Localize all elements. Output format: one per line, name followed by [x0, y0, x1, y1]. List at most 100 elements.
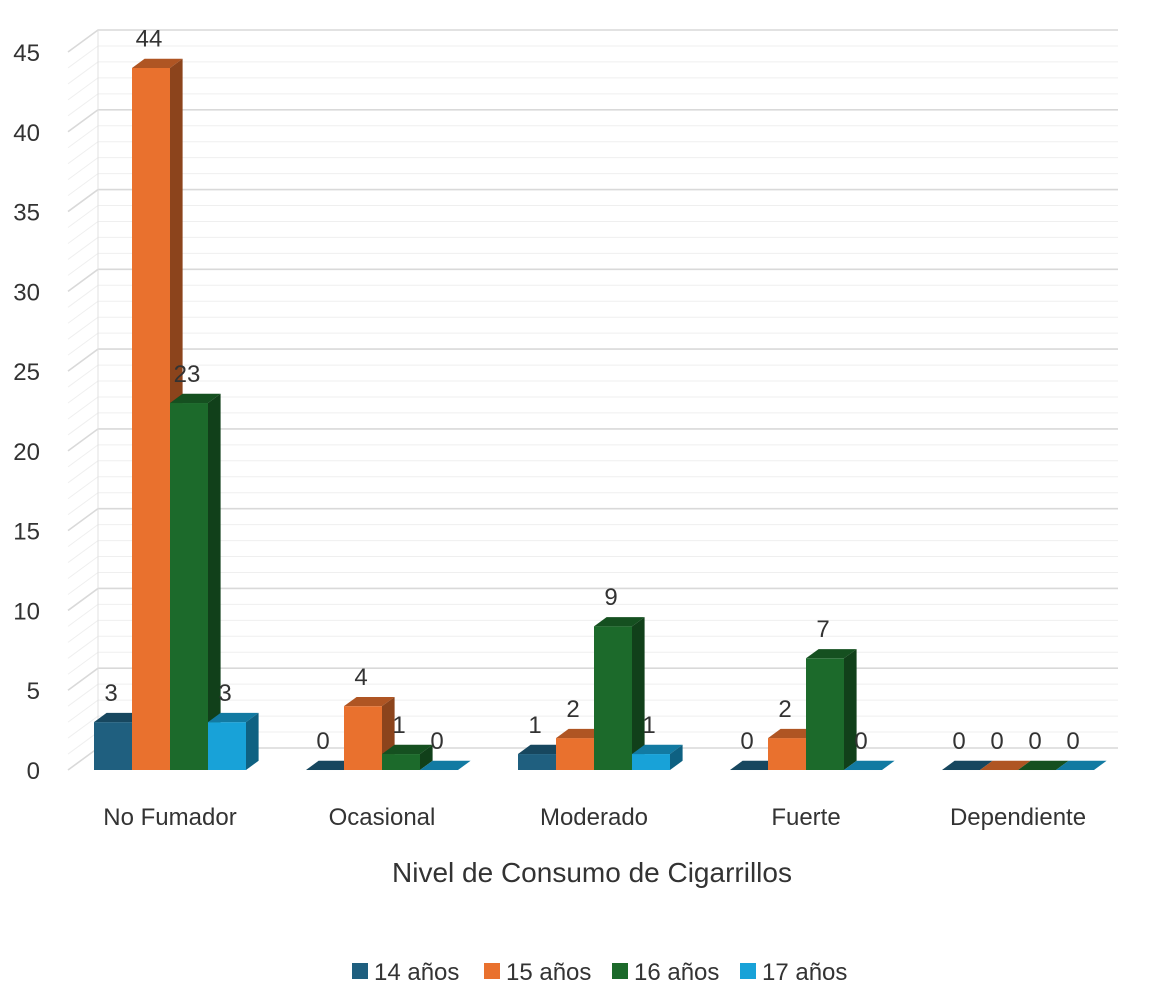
gridline	[67, 348, 1118, 372]
bar	[1056, 760, 1107, 771]
gridline	[67, 587, 1118, 612]
y-tick-label: 0	[27, 758, 40, 785]
data-label: 23	[174, 361, 201, 388]
y-tick-label: 5	[27, 678, 40, 705]
bar	[382, 744, 433, 770]
bar-front	[768, 738, 806, 770]
bar-top	[942, 760, 993, 770]
minor-gridline	[67, 571, 1118, 595]
minor-gridline	[67, 540, 1118, 563]
y-tick-label: 15	[13, 519, 40, 546]
gridline	[67, 108, 1118, 133]
minor-gridline	[67, 236, 1118, 260]
gridline	[67, 507, 1118, 532]
data-label: 0	[316, 728, 329, 755]
bar-top	[420, 760, 471, 770]
minor-gridline	[67, 252, 1118, 276]
bar-front	[132, 67, 170, 770]
bar-top	[170, 393, 221, 404]
data-label: 2	[566, 696, 579, 723]
bar-side	[844, 649, 857, 770]
bar-top	[806, 649, 857, 659]
bar-front	[382, 754, 420, 770]
data-label: 7	[816, 616, 829, 643]
minor-gridline	[67, 220, 1118, 244]
y-tick-label: 40	[13, 120, 40, 147]
minor-gridline	[67, 61, 1118, 85]
minor-gridline	[67, 157, 1118, 181]
minor-gridline	[67, 284, 1118, 308]
minor-gridline	[67, 141, 1118, 165]
x-axis-title: Nivel de Consumo de Cigarrillos	[392, 857, 792, 888]
minor-gridline	[67, 316, 1118, 340]
x-axis-categories: No Fumador Ocasional Moderado Fuerte Dependi…	[103, 804, 1086, 831]
gridline	[67, 268, 1118, 292]
minor-gridline	[67, 635, 1118, 659]
y-tick-label: 35	[13, 200, 40, 227]
bar-top	[556, 728, 607, 739]
y-tick-label: 10	[13, 598, 40, 625]
minor-gridline	[67, 476, 1118, 500]
bar-front	[556, 738, 594, 770]
bar-front	[594, 626, 632, 770]
minor-gridline	[67, 492, 1118, 516]
gridlines	[67, 29, 1118, 771]
bar-top	[730, 760, 781, 770]
data-label: 9	[604, 584, 617, 611]
bar	[306, 760, 357, 771]
minor-gridline	[67, 300, 1118, 324]
minor-gridline	[67, 205, 1118, 228]
minor-gridline	[67, 603, 1118, 627]
minor-gridline	[67, 444, 1118, 468]
legend-swatch	[740, 963, 756, 979]
bar	[632, 744, 683, 770]
minor-gridline	[67, 45, 1118, 69]
bar-top	[382, 744, 433, 755]
bar-front	[344, 706, 382, 770]
data-label: 4	[354, 664, 367, 691]
minor-gridline	[67, 364, 1118, 388]
minor-gridline	[67, 125, 1118, 149]
minor-gridline	[67, 460, 1118, 484]
bar	[208, 712, 259, 770]
bars	[94, 58, 1107, 771]
category-label: Fuerte	[771, 804, 840, 831]
bar-top	[132, 58, 183, 68]
y-tick-label: 25	[13, 359, 40, 386]
gridline	[67, 428, 1118, 452]
bar	[344, 696, 395, 770]
data-label: 1	[642, 712, 655, 739]
minor-gridline	[67, 556, 1118, 579]
bar	[844, 760, 895, 771]
bar	[1018, 760, 1069, 771]
bar-top	[344, 696, 395, 707]
legend-label: 14 años	[374, 959, 459, 986]
legend-swatch	[612, 963, 628, 979]
legend-item: 14 años	[352, 959, 459, 986]
category-label: Moderado	[540, 804, 648, 831]
legend-swatch	[352, 963, 368, 979]
bar	[980, 760, 1031, 771]
bar	[170, 393, 221, 770]
bar-top	[980, 760, 1031, 770]
data-label: 3	[104, 680, 117, 707]
minor-gridline	[67, 380, 1118, 404]
y-axis-ticks: 0 5 10 15 20 25 30 35 40 45	[13, 40, 40, 785]
bar-side	[670, 744, 683, 770]
bar-top	[518, 744, 569, 755]
minor-gridline	[67, 396, 1118, 420]
minor-gridline	[67, 524, 1118, 548]
bar	[806, 649, 857, 770]
y-tick-label: 45	[13, 40, 40, 67]
minor-gridline	[67, 332, 1118, 356]
bar-top	[768, 728, 819, 739]
category-label: Dependiente	[950, 804, 1086, 831]
bar-top	[594, 617, 645, 627]
bar-front	[518, 754, 556, 770]
data-label: 0	[990, 728, 1003, 755]
bar-top	[1018, 760, 1069, 770]
bar-top	[632, 744, 683, 755]
y-tick-label: 20	[13, 439, 40, 466]
gridline	[67, 29, 1118, 53]
